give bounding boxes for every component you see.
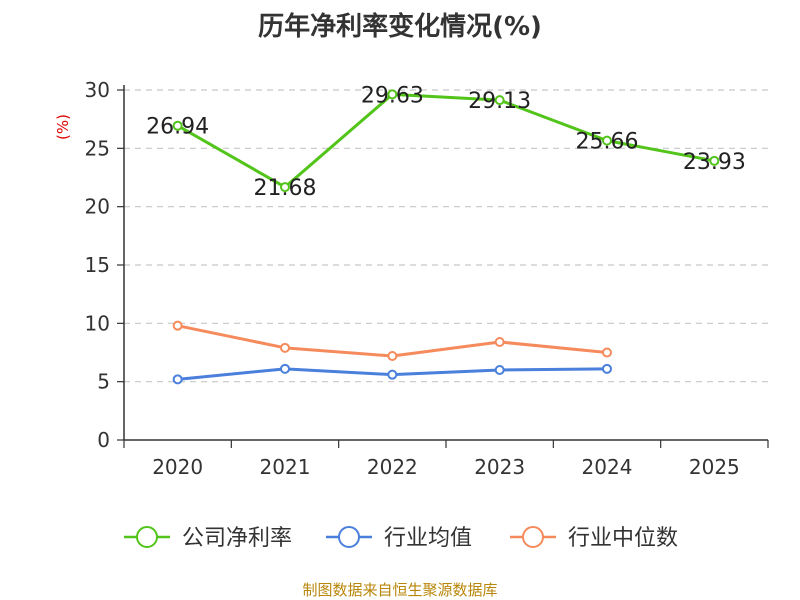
data-source-note: 制图数据来自恒生聚源数据库 [302, 581, 498, 599]
data-point [387, 351, 398, 361]
x-tick-label: 2020 [152, 455, 203, 479]
x-tick-label: 2022 [367, 455, 418, 479]
legend-label: 行业均值 [384, 526, 472, 551]
data-label: 29.13 [468, 89, 531, 114]
y-tick-label: 0 [97, 428, 110, 452]
data-labels: 26.94 21.68 29.63 29.13 25.66 23.93 [146, 83, 746, 201]
data-point [494, 95, 505, 106]
data-point [172, 374, 183, 385]
y-tick-label: 10 [85, 311, 110, 335]
legend-label: 行业中位数 [568, 526, 678, 551]
data-label: 25.66 [576, 130, 639, 155]
legend: 公司净利率 行业均值 行业中位数 [124, 526, 678, 551]
data-point [172, 120, 183, 131]
x-tick-label: 2021 [260, 455, 311, 479]
x-tick-label: 2024 [582, 455, 633, 479]
data-point [172, 320, 183, 331]
data-point [602, 347, 612, 358]
y-tick-label: 15 [85, 253, 110, 277]
data-point [280, 342, 290, 353]
data-label: 21.68 [254, 176, 317, 201]
legend-swatch-marker [136, 526, 158, 548]
series-lines [172, 89, 720, 385]
legend-swatch-marker [338, 526, 360, 548]
y-tick-label: 5 [97, 370, 110, 394]
legend-swatch-marker [522, 526, 544, 548]
data-point [280, 182, 290, 193]
data-point [602, 135, 612, 146]
y-tick-label: 30 [85, 78, 110, 102]
data-label: 29.63 [361, 83, 424, 108]
data-point [280, 363, 290, 374]
x-tick-label: 2025 [689, 455, 740, 479]
data-point [602, 363, 612, 374]
data-point [709, 155, 720, 166]
legend-label: 公司净利率 [182, 526, 292, 551]
y-axis-label: (%) [54, 114, 72, 140]
y-tick-label: 20 [85, 195, 110, 219]
data-label: 26.94 [146, 115, 209, 140]
chart-title: 历年净利率变化情况(%) [258, 12, 542, 42]
grid-lines [124, 89, 768, 383]
series-line-0 [176, 92, 715, 189]
data-point [387, 369, 398, 380]
data-point [494, 365, 505, 375]
x-tick-label: 2023 [474, 455, 525, 479]
data-label: 23.93 [683, 150, 746, 175]
data-point [494, 337, 505, 347]
data-point [387, 89, 398, 100]
y-tick-label: 25 [85, 136, 110, 160]
